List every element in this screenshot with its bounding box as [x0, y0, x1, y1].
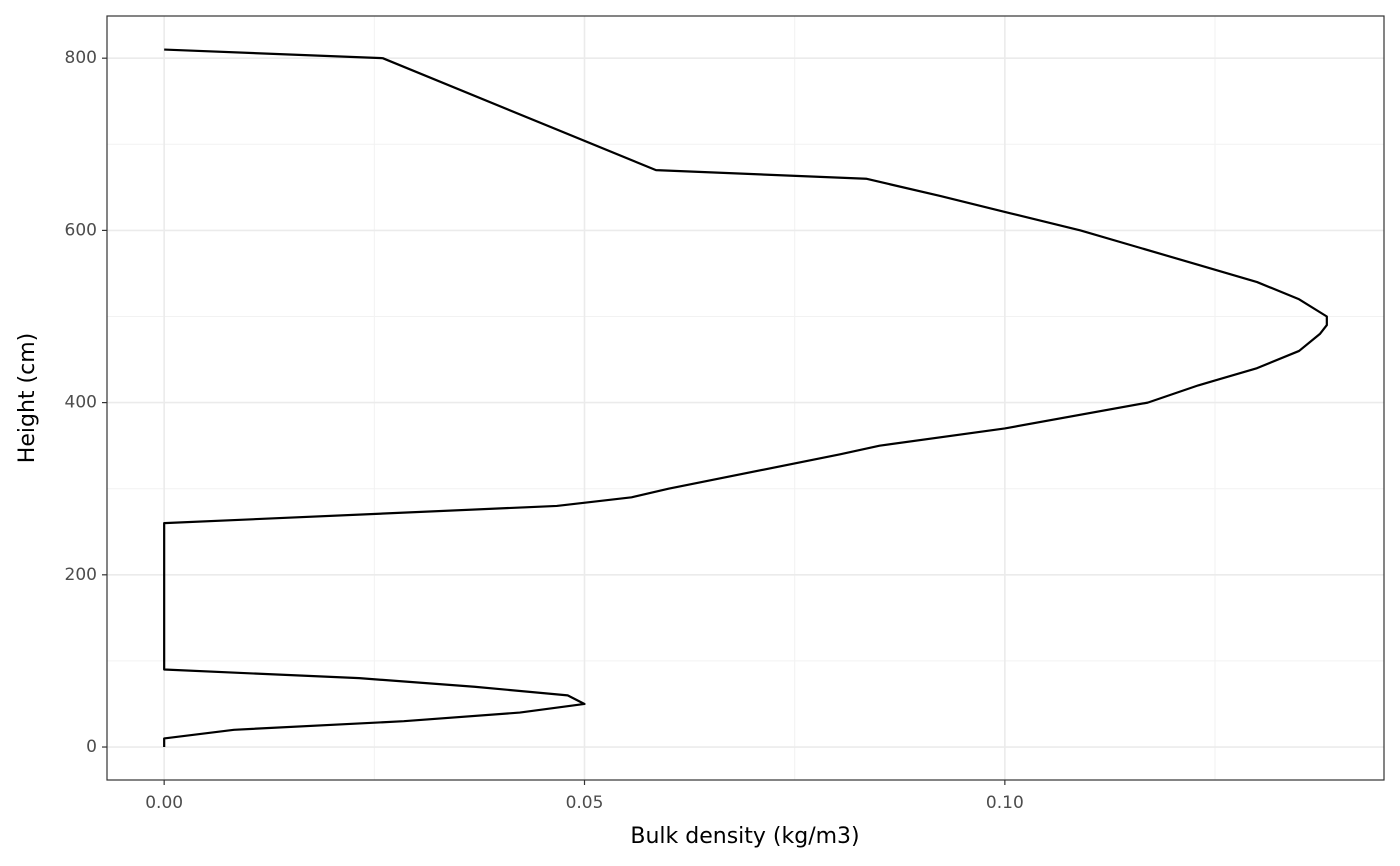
x-tick-label: 0.00	[145, 793, 183, 813]
y-tick-label: 600	[65, 220, 97, 240]
x-tick-label: 0.05	[566, 793, 604, 813]
y-tick-label: 800	[65, 48, 97, 68]
y-tick-label: 200	[65, 565, 97, 585]
x-tick-label: 0.10	[986, 793, 1024, 813]
x-axis-title: Bulk density (kg/m3)	[630, 824, 859, 849]
y-axis-title: Height (cm)	[15, 333, 40, 463]
y-tick-label: 0	[86, 737, 97, 757]
y-tick-label: 400	[65, 393, 97, 413]
panel-border	[106, 15, 1385, 781]
data-line	[163, 48, 1328, 748]
